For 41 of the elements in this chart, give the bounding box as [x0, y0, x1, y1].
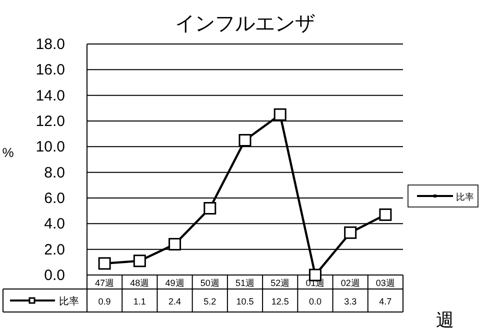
y-tick-label: 6.0 — [44, 190, 65, 207]
point — [274, 108, 286, 121]
y-tick-label: 16.0 — [36, 62, 65, 79]
point — [168, 238, 182, 250]
data-label: 5.2 — [204, 296, 216, 306]
x-tick-label: 47週 — [95, 278, 114, 288]
point — [98, 257, 111, 270]
x-axis-title: 週 — [436, 310, 454, 330]
y-tick-label: 0.0 — [44, 267, 65, 284]
data-label: 3.3 — [344, 296, 357, 306]
y-tick-label: 12.0 — [36, 113, 65, 130]
legend: 比率 — [408, 184, 478, 208]
x-tick-label: 02週 — [340, 278, 360, 288]
y-tick-label: 18.0 — [36, 36, 65, 53]
y-tick-label: 8.0 — [44, 164, 65, 182]
y-tick-label: 14.0 — [36, 87, 65, 104]
point — [133, 254, 146, 268]
y-axis-title: % — [2, 145, 14, 160]
data-label: 1.1 — [133, 296, 146, 306]
y-tick-label: 2.0 — [44, 241, 65, 258]
legend-label: 比率 — [59, 296, 79, 308]
data-label: 0.0 — [308, 296, 322, 306]
data-label: 12.5 — [271, 296, 289, 306]
x-tick-label: 50週 — [200, 278, 220, 288]
x-tick-label: 48週 — [130, 278, 150, 288]
data-table-key: 比率 — [10, 296, 79, 308]
point — [238, 134, 252, 146]
data-label: 0.9 — [98, 296, 111, 306]
point — [344, 226, 357, 239]
point — [379, 208, 392, 221]
chart-title: インフルエンザ — [175, 13, 315, 35]
data-label: 10.5 — [236, 296, 254, 306]
x-tick-label: 49週 — [165, 278, 184, 288]
y-tick-label: 4.0 — [44, 216, 65, 233]
x-tick-label: 52週 — [270, 278, 290, 288]
data-label: 2.4 — [168, 296, 182, 306]
y-tick-label: 10.0 — [36, 138, 65, 156]
x-tick-label: 51週 — [235, 278, 255, 288]
x-tick-label: 03週 — [376, 278, 395, 288]
data-label: 4.7 — [379, 296, 392, 306]
point — [204, 202, 216, 215]
